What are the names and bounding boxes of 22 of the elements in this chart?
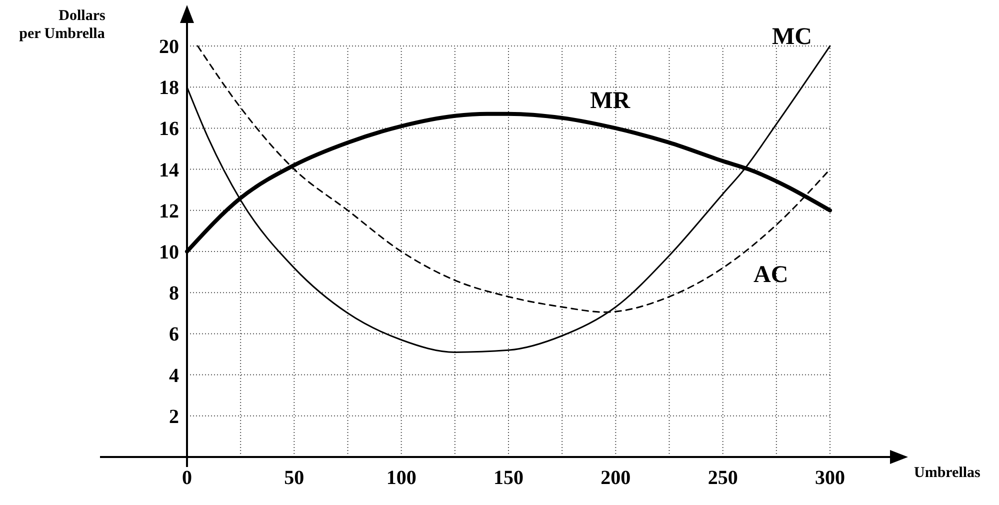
series-label: MC xyxy=(772,24,812,50)
y-tick-label: 4 xyxy=(169,364,179,387)
y-tick-label: 16 xyxy=(159,118,179,140)
series-label: MR xyxy=(590,88,631,114)
x-tick-label: 200 xyxy=(600,467,631,489)
y-tick-label: 2 xyxy=(169,406,179,428)
y-tick-label: 20 xyxy=(159,36,179,58)
y-axis-title: Dollars per Umbrella xyxy=(19,8,106,42)
y-tick-label: 14 xyxy=(159,159,179,182)
x-tick-label: 250 xyxy=(708,467,738,489)
y-tick-label: 6 xyxy=(169,324,179,346)
x-tick-label: 300 xyxy=(815,467,845,489)
y-tick-label: 8 xyxy=(169,282,179,305)
x-tick-label: 0 xyxy=(182,467,192,489)
y-tick-label: 12 xyxy=(159,200,179,222)
x-tick-label: 150 xyxy=(494,467,524,489)
series-label: AC xyxy=(753,262,788,288)
y-tick-label: 10 xyxy=(159,242,179,264)
x-axis-title: Umbrellas xyxy=(914,465,981,481)
x-tick-label: 100 xyxy=(386,467,416,489)
y-tick-label: 18 xyxy=(159,77,179,100)
x-tick-label: 50 xyxy=(284,467,304,489)
